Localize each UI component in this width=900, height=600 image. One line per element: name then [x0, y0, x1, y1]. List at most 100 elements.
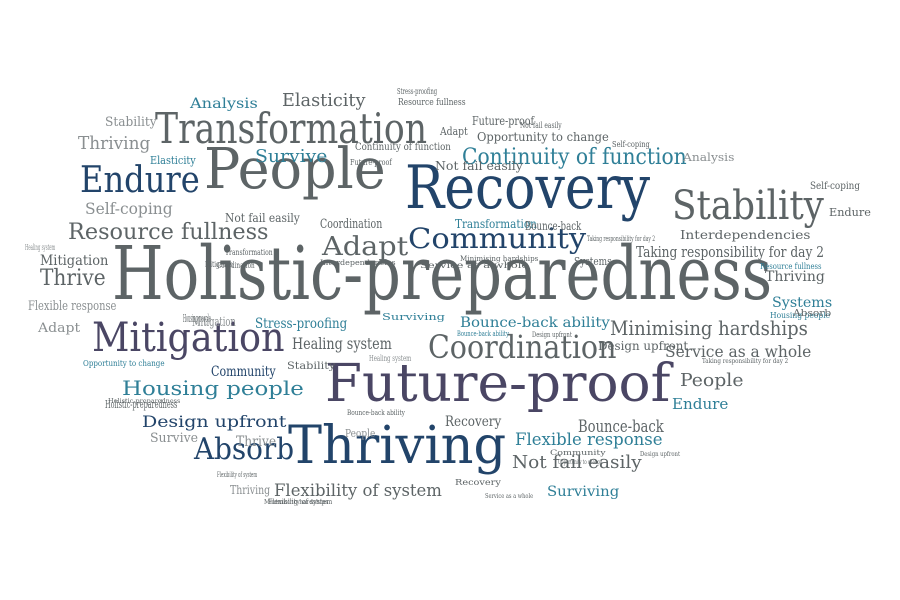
word-holistic-preparedness: Holistic-preparedness: [112, 231, 773, 317]
word-endure: Endure: [80, 160, 200, 201]
word-adapt: Adapt: [440, 125, 468, 138]
word-service-as-a-whole: Service as a whole: [665, 342, 812, 361]
word-taking-responsibility-for-day-2: Taking responsibility for day 2: [587, 235, 656, 243]
word-self-coping: Self-coping: [810, 181, 861, 192]
word-thriving: Thriving: [288, 416, 507, 476]
word-design-upfront: Design upfront: [598, 339, 689, 353]
word-interdependencies: Interdependencies: [680, 228, 811, 242]
word-bounce-back-ability: Bounce-back ability: [457, 330, 509, 338]
word-opportunity-to-change: Opportunity to change: [477, 130, 609, 144]
word-absorb: Absorb: [793, 309, 832, 319]
word-interdependencies: Interdependencies: [320, 259, 396, 267]
word-transformation: Transformation: [155, 104, 427, 153]
word-not-fail-easily: Not fail easily: [520, 121, 562, 130]
word-bounce-back-ability: Bounce-back ability: [347, 409, 405, 417]
word-self-coping: Self-coping: [612, 140, 650, 149]
word-minimising-hardships: Minimising hardships: [460, 255, 539, 263]
word-people: People: [204, 137, 386, 202]
word-mitigation: Mitigation: [40, 253, 109, 269]
word-housing-people: Housing people: [770, 311, 831, 320]
word-design-upfront: Design upfront: [640, 451, 681, 458]
word-service-as-a-whole: Service as a whole: [485, 493, 534, 500]
word-bounce-back: Bounce-back: [525, 219, 582, 233]
word-opportunity-to-change: Opportunity to change: [83, 359, 165, 368]
word-coordination: Coordination: [428, 328, 617, 366]
word-mitigation: Mitigation: [92, 315, 285, 361]
word-people: People: [680, 370, 744, 391]
word-housing-people: Housing people: [183, 312, 211, 325]
word-community: Community: [211, 364, 276, 380]
word-holistic-preparedness: Holistic-preparedness: [105, 398, 178, 411]
word-mitigation: Mitigation: [192, 315, 236, 330]
word-people: People: [345, 427, 376, 440]
word-stability: Stability: [672, 183, 824, 229]
word-systems: Systems: [772, 295, 833, 311]
word-holistic-preparedness: Holistic-preparedness: [108, 398, 181, 405]
word-flexible-response: Flexible response: [515, 430, 663, 450]
word-surviving: Surviving: [382, 313, 445, 323]
word-community: Community: [408, 222, 587, 255]
word-design-upfront: Design upfront: [532, 331, 572, 339]
word-coordination: Coordination: [320, 217, 383, 232]
word-recovery: Recovery: [445, 414, 502, 430]
word-endure: Endure: [672, 395, 729, 413]
word-future-proof: Future-proof: [472, 114, 534, 128]
word-thriving: Thriving: [78, 133, 151, 154]
word-analysis: Analysis: [683, 151, 735, 164]
word-not-fail-easily: Not fail easily: [435, 159, 523, 173]
word-continuity-of-function: Continuity of function: [462, 145, 687, 170]
word-stress-proofing: Stress-proofing: [255, 316, 348, 332]
word-stability: Stability: [105, 115, 157, 130]
word-opportunity-to-change: Opportunity to change: [558, 459, 602, 466]
word-endure: Endure: [829, 206, 871, 219]
word-analysis: Analysis: [190, 96, 258, 112]
word-transformation: Transformation: [225, 248, 273, 257]
word-thrive: Thrive: [236, 434, 277, 450]
word-flexibility-of-system: Flexibility of system: [217, 471, 258, 479]
word-healing-system: Healing system: [369, 354, 412, 363]
word-housing-people: Housing people: [122, 376, 304, 400]
word-bounce-back: Bounce-back: [578, 417, 664, 437]
word-service-as-a-whole: Service as a whole: [420, 261, 529, 270]
word-coordination: Coordination: [217, 261, 255, 270]
word-self-coping: Self-coping: [85, 199, 173, 218]
word-continuity-of-function: Continuity of function: [355, 142, 451, 153]
word-absorb: Absorb: [194, 432, 295, 467]
word-flexibility-of-system: Flexibility of system: [274, 481, 442, 501]
word-thriving: Thriving: [230, 483, 271, 497]
word-taking-responsibility-for-day-2: Taking responsibility for day 2: [636, 243, 824, 261]
word-future-proof: Future-proof: [325, 354, 671, 414]
word-resource-fullness: Resource fullness: [760, 262, 822, 271]
word-taking-responsibility-for-day-2: Taking responsibility for day 2: [702, 358, 789, 365]
word-surviving: Surviving: [547, 484, 620, 500]
word-thriving: Thriving: [765, 269, 825, 285]
word-adapt: Adapt: [322, 232, 409, 262]
word-transformation: Transformation: [455, 217, 537, 231]
word-recovery: Recovery: [405, 153, 651, 223]
word-survive: Survive: [255, 146, 328, 167]
word-resource-fullness: Resource fullness: [68, 220, 269, 245]
word-survive: Survive: [150, 431, 199, 446]
word-elasticity: Elasticity: [150, 154, 196, 167]
word-minimising-hardships: Minimising hardships: [610, 316, 808, 340]
word-adapt: Adapt: [38, 321, 81, 336]
word-recovery: Recovery: [455, 478, 501, 487]
word-healing-system: Healing system: [25, 243, 56, 252]
word-healing-system: Healing system: [292, 334, 392, 353]
word-elasticity: Elasticity: [282, 90, 366, 111]
word-mitigation: Mitigation: [205, 260, 233, 269]
word-thrive: Thrive: [40, 266, 106, 291]
word-design-upfront: Design upfront: [142, 412, 287, 431]
word-future-proof: Future-proof: [350, 158, 392, 167]
word-bounce-back-ability: Bounce-back ability: [460, 315, 610, 331]
word-not-fail-easily: Not fail easily: [225, 211, 300, 225]
word-stability: Stability: [287, 361, 336, 372]
word-flexible-response: Flexible response: [28, 299, 117, 314]
word-resource-fullness: Resource fullness: [398, 98, 466, 108]
word-community: Community: [550, 449, 606, 457]
word-stress-proofing: Stress-proofing: [397, 87, 438, 96]
word-minimising-hardships: Minimising hardships: [264, 499, 329, 506]
word-flexibility-of-system: Flexibility of system: [268, 498, 333, 506]
word-systems: Systems: [574, 255, 612, 268]
